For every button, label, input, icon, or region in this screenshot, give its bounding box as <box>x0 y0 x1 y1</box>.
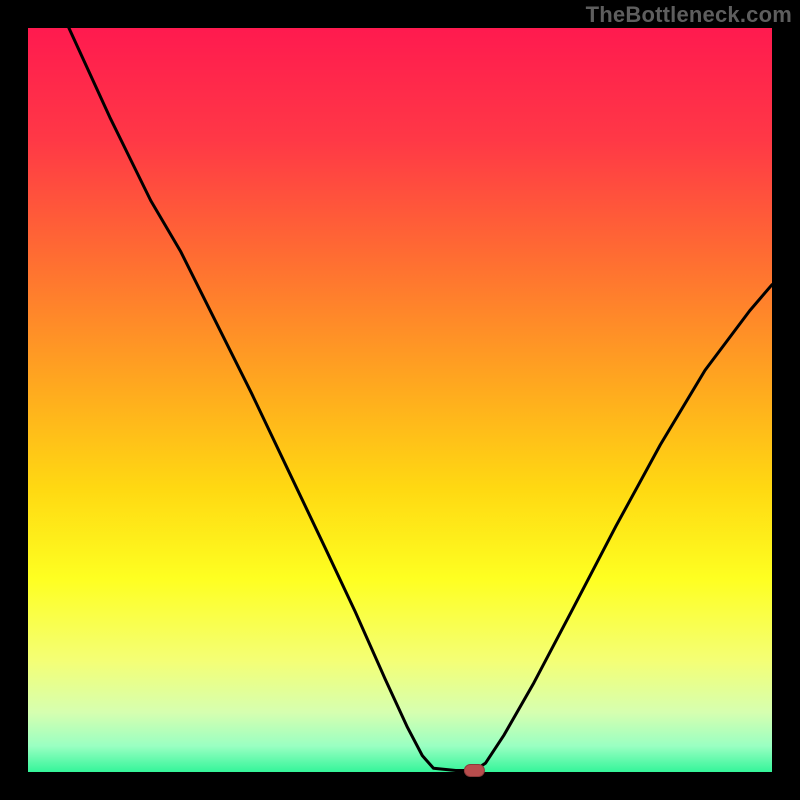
bottleneck-curve-chart <box>0 0 800 800</box>
chart-frame: TheBottleneck.com <box>0 0 800 800</box>
gradient-background <box>28 28 772 772</box>
watermark-text: TheBottleneck.com <box>586 2 792 28</box>
optimal-point-marker <box>464 765 484 777</box>
